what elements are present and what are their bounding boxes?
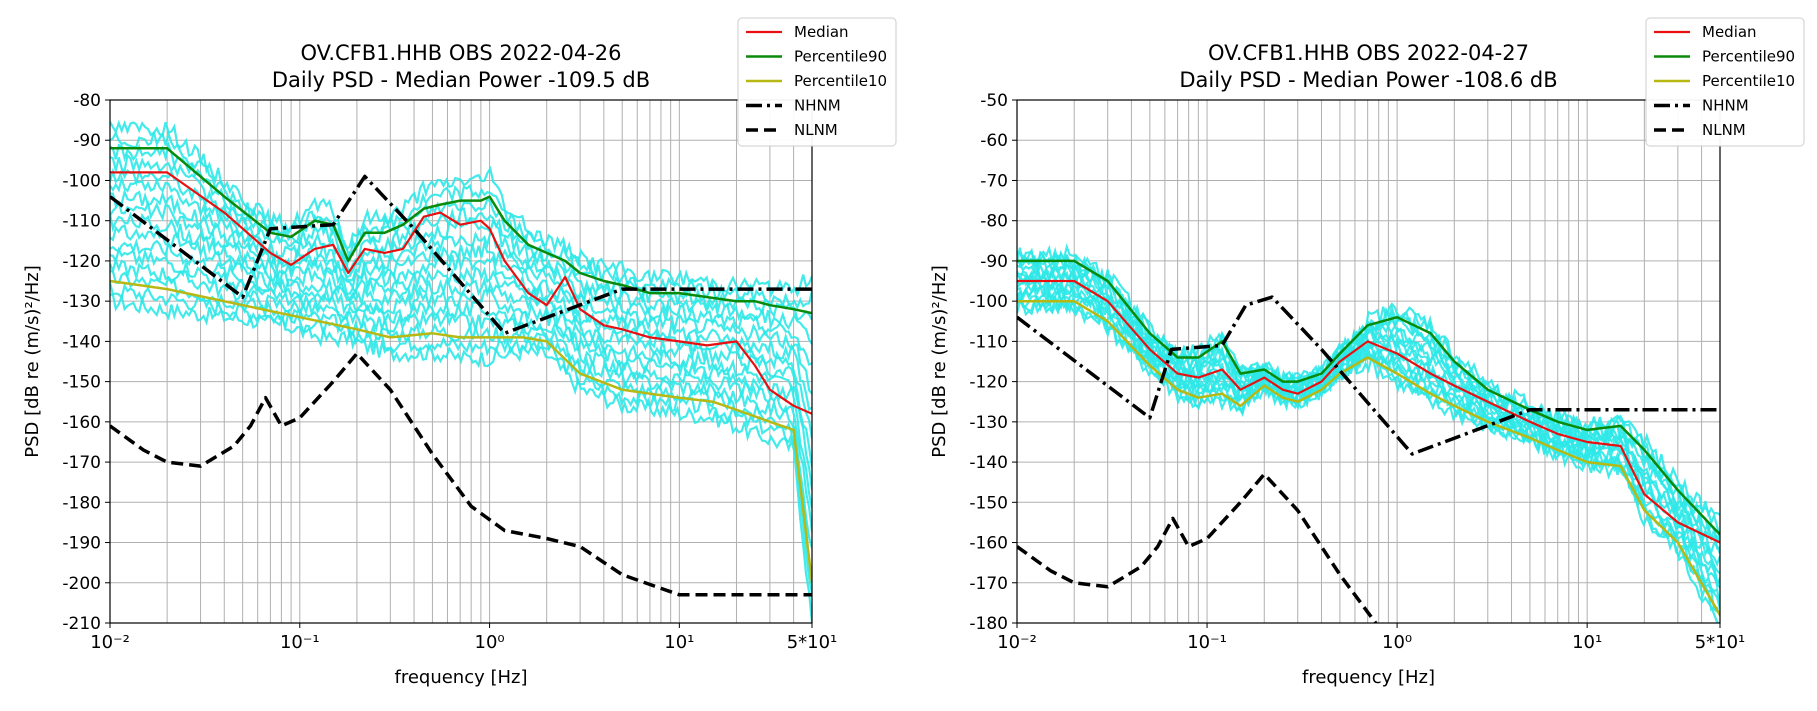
y-tick-label: -80: [980, 212, 1008, 232]
series-line-p10: [1017, 299, 1720, 616]
hourly-psd-curve: [110, 238, 812, 509]
series-line-median: [1017, 279, 1720, 544]
series-line-nhnm: [110, 174, 812, 336]
x-tick-label: 10⁻²: [997, 632, 1037, 653]
hourly-psd-curve: [110, 119, 812, 299]
y-tick-label: -110: [62, 212, 101, 232]
y-tick-label: -160: [969, 534, 1008, 554]
y-tick-label: -200: [62, 574, 101, 594]
legend-label: Percentile90: [1702, 48, 1795, 66]
y-tick-label: -180: [969, 614, 1008, 634]
x-tick-label: 10⁰: [475, 632, 505, 653]
y-tick-label: -110: [969, 332, 1008, 352]
hourly-psd-curve: [110, 256, 812, 549]
hourly-psd-curve: [110, 246, 812, 533]
y-tick-label: -100: [969, 292, 1008, 312]
chart-title: OV.CFB1.HHB OBS 2022-04-26: [301, 41, 622, 65]
hourly-psd-curve: [1017, 246, 1720, 538]
hourly-psd-curve: [110, 188, 812, 412]
plot-area: [1017, 243, 1720, 623]
y-tick-label: -70: [980, 171, 1008, 191]
hourly-psd-curve: [1017, 243, 1720, 518]
axes-frame: [109, 99, 813, 624]
x-tick-label: 10⁻²: [90, 632, 130, 653]
hourly-psd-curve: [110, 269, 812, 578]
hourly-psd-curve: [110, 140, 812, 322]
legend-label: Percentile10: [794, 72, 887, 90]
series-line-median: [110, 171, 812, 415]
legend-label: Percentile90: [794, 48, 887, 66]
y-tick-label: -150: [62, 373, 101, 393]
chart-subtitle: Daily PSD - Median Power -109.5 dB: [272, 68, 650, 92]
y-tick-label: -100: [62, 171, 101, 191]
hourly-psd-curve: [110, 167, 812, 367]
y-tick-label: -140: [62, 332, 101, 352]
legend-label: Median: [1702, 23, 1757, 41]
psd-panel-1: -80 -90 -100 -110 -120 -130 -140 -150 -160 -170 -1…: [22, 17, 897, 688]
x-tick-label: 10¹: [664, 632, 694, 653]
hourly-psd-curve: [110, 292, 812, 623]
y-tick-label: -120: [969, 373, 1008, 393]
y-tick-label: -50: [980, 91, 1008, 111]
legend-label: NLNM: [1702, 121, 1746, 139]
series-line-nlnm: [110, 351, 812, 597]
y-tick-label: -210: [62, 614, 101, 634]
y-tick-label: -180: [62, 493, 101, 513]
series-line-nhnm: [1017, 295, 1720, 456]
legend-label: NHNM: [794, 97, 841, 115]
y-tick-label: -80: [73, 91, 101, 111]
chart-title: OV.CFB1.HHB OBS 2022-04-27: [1208, 41, 1529, 65]
y-tick-label: -190: [62, 534, 101, 554]
legend: Median Percentile90 Percentile10 NHNM NLNM: [737, 17, 897, 147]
y-axis-label: PSD [dB re (m/s)²/Hz]: [22, 265, 43, 458]
psd-panel-2: -50 -60 -70 -80 -90 -100 -110 -120 -130 -140 -150 -…: [929, 17, 1805, 688]
x-tick-label: 10¹: [1572, 632, 1602, 653]
x-tick-label: 5*10¹: [787, 632, 838, 653]
series-line-p90: [110, 147, 812, 315]
legend-label: NLNM: [794, 121, 838, 139]
y-tick-label: -150: [969, 493, 1008, 513]
x-tick-label: 10⁻¹: [1187, 632, 1227, 653]
y-tick-label: -170: [62, 453, 101, 473]
x-tick-label: 5*10¹: [1695, 632, 1746, 653]
y-axis-label: PSD [dB re (m/s)²/Hz]: [929, 265, 950, 458]
series-line-p90: [1017, 259, 1720, 536]
hourly-psd-curve: [110, 223, 812, 490]
axes-frame: [1016, 99, 1721, 624]
x-tick-label: 10⁰: [1382, 632, 1412, 653]
y-tick-label: -160: [62, 413, 101, 433]
y-tick-label: -170: [969, 574, 1008, 594]
x-tick-label: 10⁻¹: [280, 632, 320, 653]
series-line-p10: [110, 279, 812, 583]
y-tick-label: -60: [980, 131, 1008, 151]
x-axis-label: frequency [Hz]: [1302, 667, 1435, 688]
x-axis-label: frequency [Hz]: [394, 667, 527, 688]
legend: Median Percentile90 Percentile10 NHNM NLNM: [1645, 17, 1805, 147]
legend-label: Median: [794, 23, 849, 41]
y-tick-label: -90: [980, 252, 1008, 272]
chart-subtitle: Daily PSD - Median Power -108.6 dB: [1179, 68, 1557, 92]
series-line-nlnm: [1017, 472, 1378, 623]
grid: [1016, 99, 1721, 624]
y-tick-label: -130: [969, 413, 1008, 433]
plot-area: [110, 119, 812, 623]
y-tick-label: -90: [73, 131, 101, 151]
legend-label: Percentile10: [1702, 72, 1795, 90]
y-tick-label: -120: [62, 252, 101, 272]
hourly-psd-curve: [110, 174, 812, 395]
y-tick-label: -130: [62, 292, 101, 312]
hourly-psd-curve: [110, 282, 812, 594]
legend-label: NHNM: [1702, 97, 1749, 115]
y-tick-label: -140: [969, 453, 1008, 473]
